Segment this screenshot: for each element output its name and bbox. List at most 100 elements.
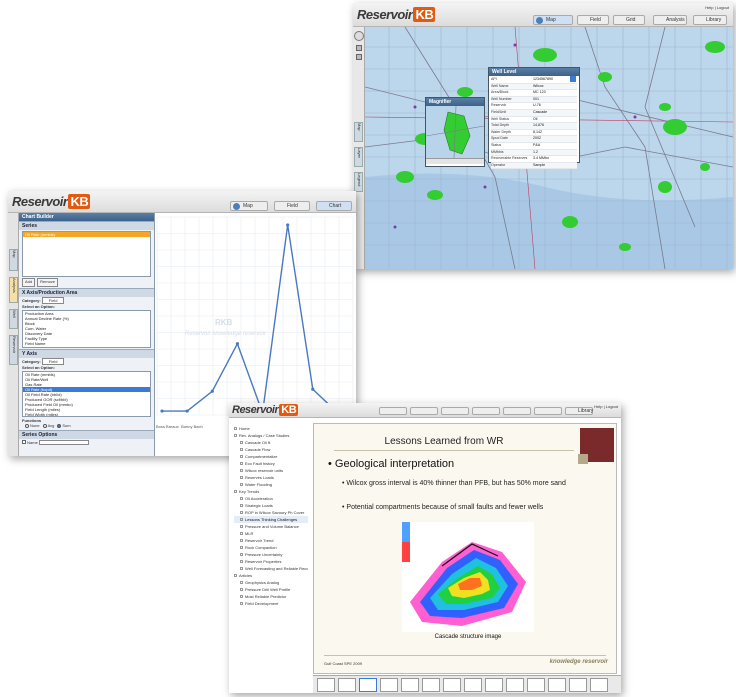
map-tab-analysis[interactable]: Analysis: [653, 15, 687, 25]
list-option[interactable]: Production Area: [25, 311, 54, 316]
chart-side-tab-map[interactable]: Map: [9, 249, 18, 271]
toc-item[interactable]: Pressure Uncertainty: [234, 551, 308, 558]
y-category-select[interactable]: Field: [41, 358, 65, 365]
list-option[interactable]: Produced Field Oil (mmbo): [25, 402, 73, 407]
map-tab-library[interactable]: Library: [693, 15, 727, 25]
toc-item[interactable]: Rock Compaction: [234, 544, 308, 551]
list-option[interactable]: Field Length (miles): [25, 407, 61, 412]
toc-item[interactable]: Compartmentalize: [234, 453, 308, 460]
toc-item[interactable]: Strategic Loads: [234, 502, 308, 509]
slide-thumbnail[interactable]: [527, 678, 545, 692]
function-radio-sum[interactable]: [57, 423, 62, 428]
chart-point[interactable]: [286, 223, 290, 227]
magnifier-panel[interactable]: Magnifier: [425, 97, 485, 167]
toc-item[interactable]: Reserves Loads: [234, 474, 308, 481]
toc-item[interactable]: Home: [234, 425, 308, 432]
slide-thumbnail[interactable]: [485, 678, 503, 692]
chart-side-tab-reservoir[interactable]: Reservoir: [9, 335, 18, 365]
slide-thumbnail[interactable]: [548, 678, 566, 692]
list-option[interactable]: Field Name: [25, 341, 46, 346]
slide-app-logo[interactable]: Reservoir KB: [232, 404, 299, 416]
zoom-in-icon[interactable]: [356, 45, 362, 51]
list-option[interactable]: Block: [25, 321, 35, 326]
chart-point[interactable]: [185, 409, 189, 413]
slide-thumbnail[interactable]: [569, 678, 587, 692]
remove-series-button[interactable]: Remove: [37, 278, 59, 287]
map-tab-map[interactable]: Map: [533, 15, 573, 25]
chart-side-tab-analysis[interactable]: Analysis: [9, 277, 18, 303]
magnifier-zoom-slider[interactable]: [426, 158, 484, 164]
slide-tab-6[interactable]: [534, 407, 562, 415]
list-option[interactable]: Annual Decline Rate (%): [25, 316, 69, 321]
chart-point[interactable]: [311, 387, 315, 391]
list-option[interactable]: Gas Rate: [25, 382, 42, 387]
toc-item[interactable]: ROP in Wilcox Savoury Ph Cover: [234, 509, 308, 516]
slide-thumbnail[interactable]: [317, 678, 335, 692]
chart-point[interactable]: [210, 389, 214, 393]
toc-item[interactable]: Water Flooding: [234, 481, 308, 488]
list-option[interactable]: Field Recoverable Reserves (mmboe): [23, 346, 150, 347]
toc-item[interactable]: Eco Fault history: [234, 460, 308, 467]
slide-thumbnail[interactable]: [590, 678, 608, 692]
series-name-checkbox[interactable]: [22, 440, 26, 444]
map-side-tab-map[interactable]: Map: [354, 122, 363, 142]
series-list[interactable]: Oil Rate (mmbls): [22, 231, 151, 277]
x-category-select[interactable]: Field: [41, 297, 65, 304]
toc-item[interactable]: MLR: [234, 530, 308, 537]
list-option[interactable]: Produced GOR (scf/bbl): [25, 397, 68, 402]
list-option[interactable]: Oil Rate/Well: [25, 377, 49, 382]
toc-item[interactable]: Most Reliable Predictor: [234, 593, 308, 600]
list-option[interactable]: Discovery Date: [25, 331, 53, 336]
function-radio-none[interactable]: [25, 423, 29, 428]
toc-item[interactable]: Pressure Drill Well Profile: [234, 586, 308, 593]
map-tab-field[interactable]: Field: [577, 15, 609, 25]
map-side-tab-legend[interactable]: Legend: [354, 172, 363, 192]
map-app-logo[interactable]: Reservoir KB: [357, 7, 436, 22]
slide-thumbnail[interactable]: [464, 678, 482, 692]
list-option[interactable]: Field Width (miles): [25, 412, 59, 417]
chart-side-tab-well[interactable]: Well: [9, 309, 18, 329]
toc-item[interactable]: Reservoir Properties: [234, 558, 308, 565]
slide-thumbnail[interactable]: [380, 678, 398, 692]
chart-point[interactable]: [235, 342, 240, 346]
slide-thumbnail[interactable]: [338, 678, 356, 692]
list-option[interactable]: Facility Type: [25, 336, 48, 341]
chart-app-logo[interactable]: Reservoir KB: [12, 194, 91, 209]
slide-tab-4[interactable]: [472, 407, 500, 415]
slide-thumbnail[interactable]: [506, 678, 524, 692]
chart-point[interactable]: [160, 409, 164, 413]
list-option[interactable]: Oil Rate (mmbls): [25, 372, 56, 377]
toc-item[interactable]: Reservoir Trend: [234, 537, 308, 544]
toc-item[interactable]: Key Trends: [234, 488, 308, 495]
toc-item[interactable]: Oil Acceleration: [234, 495, 308, 502]
toc-item[interactable]: Cascade Oil ft.: [234, 439, 308, 446]
map-top-links[interactable]: Help | Logout: [705, 5, 729, 10]
slide-thumbnail[interactable]: [359, 678, 377, 692]
pan-control-icon[interactable]: [354, 31, 364, 41]
slide-thumbnail[interactable]: [443, 678, 461, 692]
chart-tab-field[interactable]: Field: [274, 201, 310, 211]
toc-item[interactable]: Rev. Analogs / Case Studies: [234, 432, 308, 439]
slide-tab-1[interactable]: [379, 407, 407, 415]
map-tab-grid[interactable]: Grid: [613, 15, 645, 25]
toc-item[interactable]: Articles: [234, 572, 308, 579]
slide-top-links[interactable]: Help | Logout: [594, 404, 618, 409]
list-option[interactable]: Oil Field Rate (bbl/d): [25, 392, 62, 397]
x-option-list[interactable]: Production Area Annual Decline Rate (%) Bl…: [22, 310, 151, 348]
chart-tab-map[interactable]: Map: [230, 201, 268, 211]
toc-item[interactable]: Wilcox reservoir units: [234, 467, 308, 474]
slide-tab-library[interactable]: Library: [565, 407, 593, 415]
well-info-popup[interactable]: Well Level API 1234567890 Well Name Wilcox A…: [488, 67, 580, 170]
list-option[interactable]: Oil Rate (bopd): [23, 387, 150, 392]
chart-tab-chart[interactable]: Chart: [316, 201, 352, 211]
y-option-list[interactable]: Oil Rate (mmbls) Oil Rate/Well Gas Rate Oil…: [22, 371, 151, 417]
toc-item[interactable]: Well Forecasting and Reliable Recovery: [234, 565, 308, 572]
toc-item[interactable]: Geophysics Analog: [234, 579, 308, 586]
slide-thumbnail[interactable]: [422, 678, 440, 692]
slide-tab-3[interactable]: [441, 407, 469, 415]
slide-tab-2[interactable]: [410, 407, 438, 415]
toc-item[interactable]: Lessons Thinking Challenges: [234, 516, 308, 523]
series-name-input[interactable]: [38, 440, 89, 446]
toc-item[interactable]: Field Development: [234, 600, 308, 607]
cascade-structure-image[interactable]: [402, 522, 534, 632]
